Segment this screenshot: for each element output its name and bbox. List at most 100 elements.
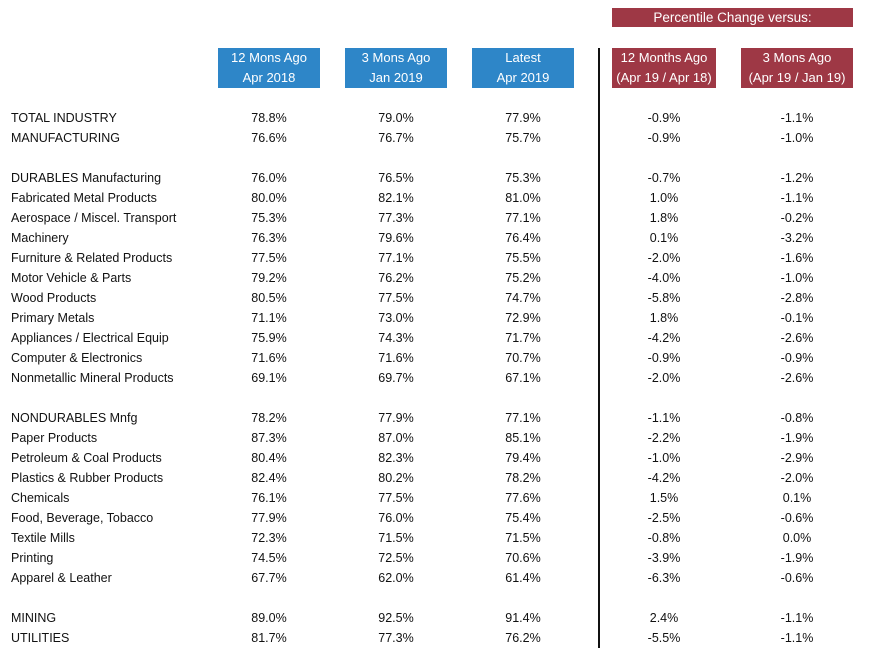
table-row: Computer & Electronics 71.6% 71.6% 70.7% -0.… [0, 348, 870, 368]
table-row: Motor Vehicle & Parts 79.2% 76.2% 75.2% -4.0… [0, 268, 870, 288]
header-change-12-months: 12 Months Ago (Apr 19 / Apr 18) [612, 48, 716, 88]
change-3-months: -0.6% [780, 511, 814, 525]
row-label: Wood Products [11, 291, 97, 305]
change-3-months: -1.0% [780, 131, 814, 145]
value-12-mons-ago: 80.5% [251, 291, 287, 305]
change-12-months: 1.8% [649, 211, 679, 225]
table-row: MINING 89.0% 92.5% 91.4% 2.4% -1.1% [0, 608, 870, 628]
change-12-months: -2.2% [647, 431, 681, 445]
row-label: Fabricated Metal Products [11, 191, 157, 205]
change-12-months: 0.1% [649, 231, 679, 245]
percentile-change-banner: Percentile Change versus: [612, 8, 853, 27]
table-row: TOTAL INDUSTRY 78.8% 79.0% 77.9% -0.9% -1.1% [0, 108, 870, 128]
value-3-mons-ago: 76.0% [378, 511, 414, 525]
table-row: Aerospace / Miscel. Transport 75.3% 77.3% 7… [0, 208, 870, 228]
value-12-mons-ago: 78.8% [251, 111, 287, 125]
table-row: Fabricated Metal Products 80.0% 82.1% 81.0%… [0, 188, 870, 208]
change-3-months: -2.0% [780, 471, 814, 485]
value-3-mons-ago: 92.5% [378, 611, 414, 625]
value-3-mons-ago: 80.2% [378, 471, 414, 485]
value-12-mons-ago: 69.1% [251, 371, 287, 385]
change-3-months: -1.9% [780, 551, 814, 565]
value-12-mons-ago: 87.3% [251, 431, 287, 445]
table-row: Apparel & Leather 67.7% 62.0% 61.4% -6.3% -0.… [0, 568, 870, 588]
value-3-mons-ago: 69.7% [378, 371, 414, 385]
header-change-3-months-line1: 3 Mons Ago [762, 50, 832, 65]
value-3-mons-ago: 74.3% [378, 331, 414, 345]
table-row: Nonmetallic Mineral Products 69.1% 69.7% 67… [0, 368, 870, 388]
value-3-mons-ago: 73.0% [378, 311, 414, 325]
value-12-mons-ago: 78.2% [251, 411, 287, 425]
table-row: Food, Beverage, Tobacco 77.9% 76.0% 75.4% -2… [0, 508, 870, 528]
value-3-mons-ago: 77.3% [378, 631, 414, 645]
value-latest: 77.6% [505, 491, 541, 505]
value-latest: 85.1% [505, 431, 541, 445]
change-12-months: 1.8% [649, 311, 679, 325]
change-12-months: -0.9% [647, 351, 681, 365]
table-row: Appliances / Electrical Equip 75.9% 74.3% 7… [0, 328, 870, 348]
change-12-months: -1.1% [647, 411, 681, 425]
row-label: Apparel & Leather [11, 571, 112, 585]
value-12-mons-ago: 71.6% [251, 351, 287, 365]
value-3-mons-ago: 77.5% [378, 291, 414, 305]
value-3-mons-ago: 71.5% [378, 531, 414, 545]
table-row: Chemicals 76.1% 77.5% 77.6% 1.5% 0.1% [0, 488, 870, 508]
value-12-mons-ago: 82.4% [251, 471, 287, 485]
row-label: Printing [11, 551, 54, 565]
change-12-months: -2.0% [647, 251, 681, 265]
header-12-mons-ago-line1: 12 Mons Ago [231, 50, 307, 65]
table-row: Petroleum & Coal Products 80.4% 82.3% 79.4%… [0, 448, 870, 468]
header-12-mons-ago-line2: Apr 2018 [242, 70, 296, 85]
value-latest: 76.2% [505, 631, 541, 645]
value-3-mons-ago: 87.0% [378, 431, 414, 445]
value-12-mons-ago: 76.1% [251, 491, 287, 505]
row-label: Furniture & Related Products [11, 251, 173, 265]
change-12-months: -0.9% [647, 131, 681, 145]
value-12-mons-ago: 77.5% [251, 251, 287, 265]
value-3-mons-ago: 76.2% [378, 271, 414, 285]
row-label: Petroleum & Coal Products [11, 451, 162, 465]
value-latest: 75.2% [505, 271, 541, 285]
change-12-months: -5.8% [647, 291, 681, 305]
value-latest: 71.5% [505, 531, 541, 545]
table-row: Textile Mills 72.3% 71.5% 71.5% -0.8% 0.0% [0, 528, 870, 548]
row-label: UTILITIES [11, 631, 70, 645]
table-row: Machinery 76.3% 79.6% 76.4% 0.1% -3.2% [0, 228, 870, 248]
row-label: TOTAL INDUSTRY [11, 111, 117, 125]
row-label: Paper Products [11, 431, 98, 445]
value-12-mons-ago: 81.7% [251, 631, 287, 645]
table-row: UTILITIES 81.7% 77.3% 76.2% -5.5% -1.1% [0, 628, 870, 648]
value-latest: 79.4% [505, 451, 541, 465]
value-3-mons-ago: 71.6% [378, 351, 414, 365]
table-row: Plastics & Rubber Products 82.4% 80.2% 78.2… [0, 468, 870, 488]
change-12-months: -0.9% [647, 111, 681, 125]
change-3-months: -0.2% [780, 211, 814, 225]
value-12-mons-ago: 67.7% [251, 571, 287, 585]
change-12-months: -5.5% [647, 631, 681, 645]
value-12-mons-ago: 80.0% [251, 191, 287, 205]
change-3-months: -0.9% [780, 351, 814, 365]
value-latest: 74.7% [505, 291, 541, 305]
table-row: DURABLES Manufacturing 76.0% 76.5% 75.3% -0.… [0, 168, 870, 188]
value-latest: 91.4% [505, 611, 541, 625]
header-3-mons-ago-line1: 3 Mons Ago [361, 50, 431, 65]
change-12-months: -2.0% [647, 371, 681, 385]
value-3-mons-ago: 76.7% [378, 131, 414, 145]
row-label: Machinery [11, 231, 69, 245]
change-3-months: -1.1% [780, 611, 814, 625]
row-label: MANUFACTURING [11, 131, 121, 145]
row-label: Nonmetallic Mineral Products [11, 371, 174, 385]
header-3-mons-ago: 3 Mons Ago Jan 2019 [345, 48, 447, 88]
value-12-mons-ago: 74.5% [251, 551, 287, 565]
value-12-mons-ago: 72.3% [251, 531, 287, 545]
value-latest: 75.5% [505, 251, 541, 265]
change-12-months: -2.5% [647, 511, 681, 525]
change-3-months: -1.9% [780, 431, 814, 445]
value-latest: 70.6% [505, 551, 541, 565]
change-3-months: -2.6% [780, 331, 814, 345]
change-12-months: -1.0% [647, 451, 681, 465]
value-3-mons-ago: 77.1% [378, 251, 414, 265]
value-latest: 72.9% [505, 311, 541, 325]
change-3-months: -1.0% [780, 271, 814, 285]
change-3-months: -2.9% [780, 451, 814, 465]
